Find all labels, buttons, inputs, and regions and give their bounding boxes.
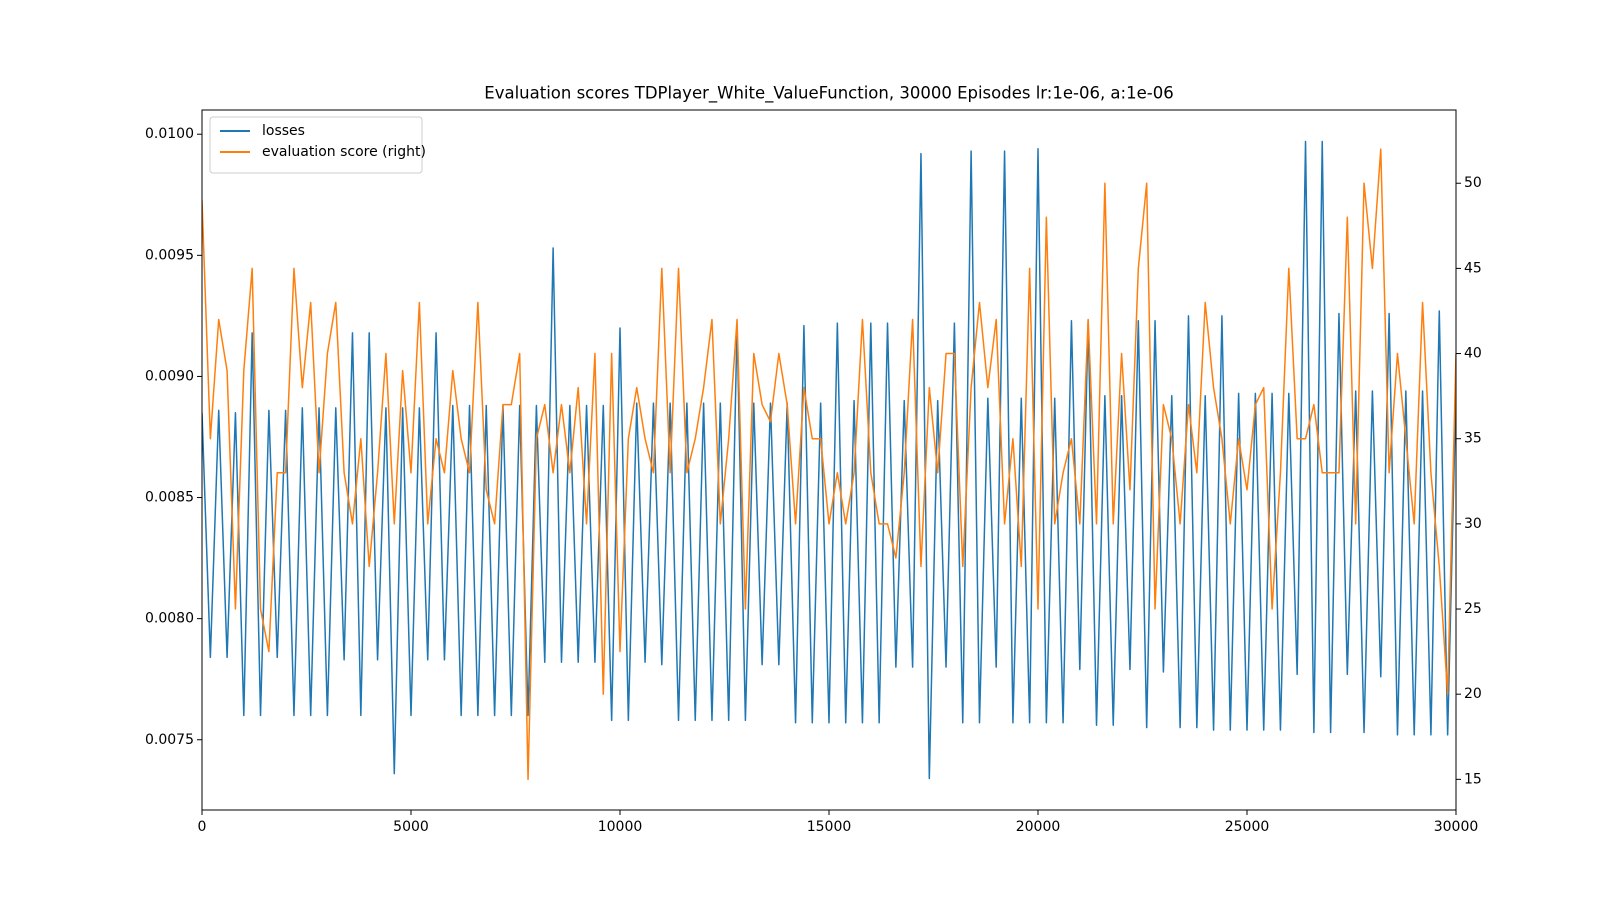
y2-tick-label: 15 xyxy=(1464,771,1482,787)
y2-tick-label: 30 xyxy=(1464,516,1482,532)
y-tick-label: 0.0080 xyxy=(145,611,194,627)
y-tick-label: 0.0075 xyxy=(145,732,194,748)
x-tick-label: 30000 xyxy=(1434,819,1479,835)
series-line xyxy=(202,140,1456,780)
chart-title: Evaluation scores TDPlayer_White_ValueFu… xyxy=(484,84,1173,104)
y2-tick-label: 20 xyxy=(1464,686,1482,702)
y2-tick-label: 40 xyxy=(1464,346,1482,362)
legend-label: losses xyxy=(262,123,305,139)
x-tick-label: 25000 xyxy=(1225,819,1270,835)
x-tick-label: 10000 xyxy=(598,819,643,835)
y2-tick-label: 45 xyxy=(1464,260,1482,276)
x-tick-label: 5000 xyxy=(393,819,429,835)
x-tick-label: 15000 xyxy=(807,819,852,835)
legend-label: evaluation score (right) xyxy=(262,144,426,160)
y2-tick-label: 25 xyxy=(1464,601,1482,617)
y-tick-label: 0.0085 xyxy=(145,490,194,506)
y-tick-label: 0.0095 xyxy=(145,247,194,263)
x-tick-label: 20000 xyxy=(1016,819,1061,835)
x-tick-label: 0 xyxy=(198,819,207,835)
y2-tick-label: 50 xyxy=(1464,175,1482,191)
legend-box xyxy=(209,116,423,174)
y-tick-label: 0.0100 xyxy=(145,126,194,142)
y-tick-label: 0.0090 xyxy=(145,368,194,384)
y2-tick-label: 35 xyxy=(1464,431,1482,447)
series-line xyxy=(202,148,1456,781)
